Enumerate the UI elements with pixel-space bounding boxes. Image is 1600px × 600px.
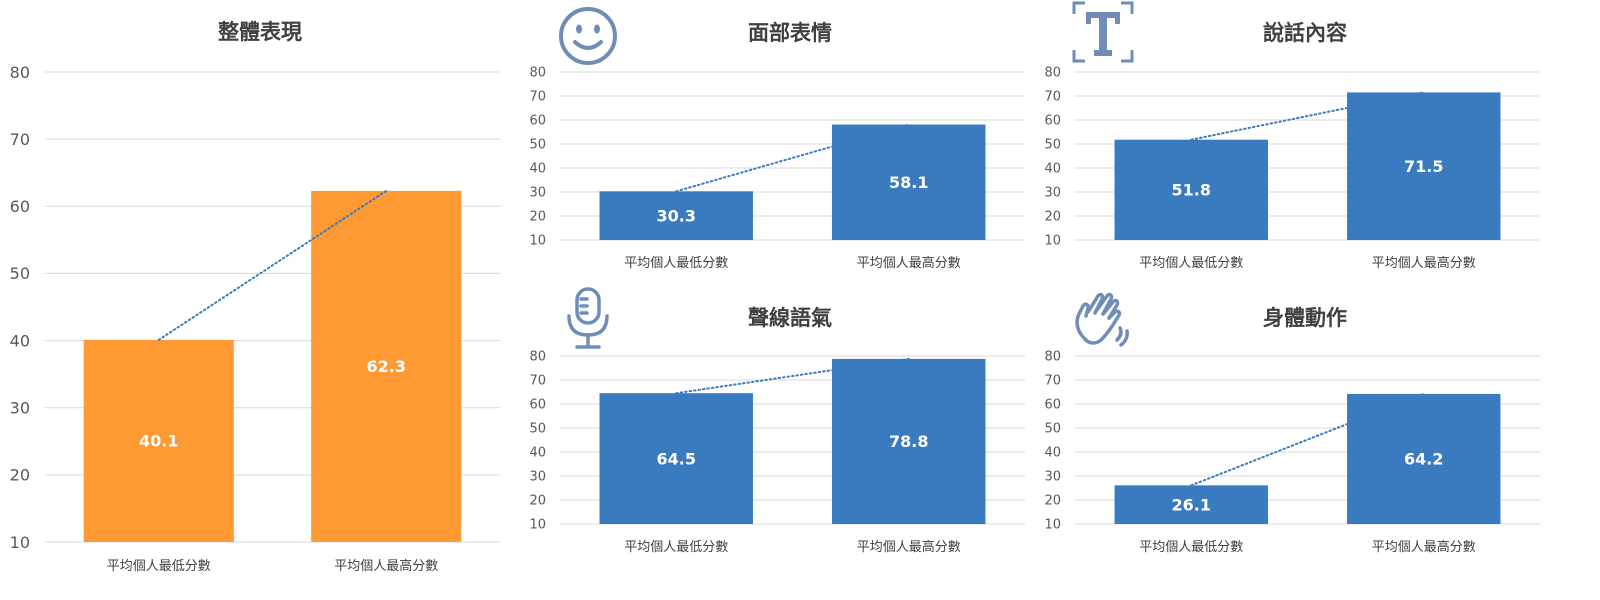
category-label: 平均個人最高分數 [334, 558, 438, 574]
y-tick-label: 70 [1044, 374, 1061, 389]
data-label: 30.3 [657, 206, 696, 225]
data-label: 64.5 [657, 449, 696, 468]
y-tick-label: 20 [529, 494, 546, 509]
category-label: 平均個人最低分數 [107, 559, 211, 574]
y-tick-label: 30 [1044, 186, 1061, 201]
chart-panel-facial: 面部表情 10 20 30 40 50 60 70 80 30.3 平均個人最低分數 58.1 平均個… [520, 0, 1045, 290]
category-label: 平均個人最低分數 [1139, 540, 1243, 555]
y-tick-label: 70 [10, 130, 30, 149]
chart-panel-content: 說話內容 10 20 30 40 50 60 70 80 51.8 平均個人最低分數 71.5 平均個… [1035, 0, 1560, 290]
bar [1114, 485, 1268, 524]
data-label: 51.8 [1172, 181, 1211, 200]
y-tick-label: 60 [1044, 398, 1061, 413]
bar [832, 358, 986, 524]
y-tick-label: 60 [529, 114, 546, 129]
category-label: 平均個人最低分數 [624, 540, 728, 555]
chart-title: 說話內容 [1263, 21, 1347, 45]
y-tick-label: 30 [1044, 470, 1061, 485]
data-label: 64.2 [1404, 450, 1443, 469]
data-label: 71.5 [1404, 157, 1443, 176]
category-label: 平均個人最低分數 [1139, 256, 1243, 271]
y-tick-label: 30 [529, 470, 546, 485]
y-tick-label: 40 [529, 446, 546, 461]
bar [311, 190, 462, 543]
y-tick-label: 80 [10, 63, 30, 82]
y-tick-label: 30 [529, 186, 546, 201]
category-label: 平均個人最高分數 [1372, 539, 1476, 555]
bar [83, 339, 234, 542]
y-tick-label: 10 [529, 234, 546, 249]
bar [832, 124, 986, 240]
y-tick-label: 10 [529, 518, 546, 533]
y-tick-label: 20 [10, 466, 30, 485]
chart-panel-body: 身體動作 10 20 30 40 50 60 70 80 26.1 平均個人最低分數 64.2 平均個… [1035, 284, 1560, 600]
chart-svg: 10 20 30 40 50 60 70 80 26.1 平均個人最低分數 64.2 平均個人最高分數 [1044, 350, 1540, 555]
y-tick-label: 50 [529, 138, 546, 153]
bar [599, 393, 753, 524]
data-label: 40.1 [139, 432, 178, 451]
y-tick-label: 10 [1044, 518, 1061, 533]
y-tick-label: 70 [529, 90, 546, 105]
data-label: 26.1 [1172, 495, 1211, 514]
bar [1114, 139, 1268, 240]
y-tick-label: 20 [529, 210, 546, 225]
y-tick-label: 80 [529, 350, 546, 365]
y-tick-label: 50 [1044, 138, 1061, 153]
chart-svg: 10 20 30 40 50 60 70 80 51.8 平均個人最低分數 71.5 平均個人最高分數 [1044, 66, 1540, 271]
y-tick-label: 30 [10, 398, 30, 417]
y-tick-label: 80 [529, 66, 546, 81]
bar [1347, 92, 1501, 241]
data-label: 58.1 [889, 173, 928, 192]
y-tick-label: 80 [1044, 350, 1061, 365]
category-label: 平均個人最高分數 [1372, 255, 1476, 271]
y-tick-label: 60 [10, 197, 30, 216]
chart-title: 聲線語氣 [748, 306, 832, 330]
chart-svg: 10 20 30 40 50 60 70 80 64.5 平均個人最低分數 78.8 平均個人最高分數 [529, 350, 1025, 555]
trendline [1190, 392, 1425, 487]
data-label: 78.8 [889, 432, 928, 451]
chart-svg: 10 20 30 40 50 60 70 80 40.1 平均個人最低分數 62.3 平均個人最高分數 [10, 63, 500, 574]
y-tick-label: 50 [1044, 422, 1061, 437]
trendline [675, 357, 910, 395]
chart-svg: 10 20 30 40 50 60 70 80 30.3 平均個人最低分數 58.1 平均個人最高分數 [529, 66, 1025, 271]
y-tick-label: 60 [529, 398, 546, 413]
category-label: 平均個人最高分數 [857, 539, 961, 555]
y-tick-label: 70 [1044, 90, 1061, 105]
category-label: 平均個人最高分數 [857, 255, 961, 271]
y-tick-label: 50 [10, 264, 30, 283]
bar [599, 191, 753, 240]
chart-title: 身體動作 [1263, 306, 1347, 330]
chart-title: 整體表現 [218, 20, 302, 44]
y-tick-label: 80 [1044, 66, 1061, 81]
chart-panel-voice: 聲線語氣 10 20 30 40 50 60 70 80 64.5 平均個人最低分數 78.8 平均個… [520, 284, 1045, 600]
y-tick-label: 40 [1044, 446, 1061, 461]
y-tick-label: 40 [529, 162, 546, 177]
chart-panel-overall: 整體表現 10 20 30 40 50 60 70 80 40.1 平均個人最低分數 62.3 平均個… [0, 0, 520, 600]
trendline [157, 189, 388, 341]
y-tick-label: 50 [529, 422, 546, 437]
trendline [1190, 91, 1425, 141]
bar [1347, 393, 1501, 524]
data-label: 62.3 [367, 357, 406, 376]
chart-title: 面部表情 [748, 21, 832, 45]
y-tick-label: 10 [1044, 234, 1061, 249]
y-tick-label: 10 [10, 533, 30, 552]
y-tick-label: 20 [1044, 210, 1061, 225]
y-tick-label: 20 [1044, 494, 1061, 509]
category-label: 平均個人最低分數 [624, 256, 728, 271]
trendline [675, 123, 910, 193]
y-tick-label: 60 [1044, 114, 1061, 129]
y-tick-label: 70 [529, 374, 546, 389]
y-tick-label: 40 [1044, 162, 1061, 177]
y-tick-label: 40 [10, 331, 30, 350]
